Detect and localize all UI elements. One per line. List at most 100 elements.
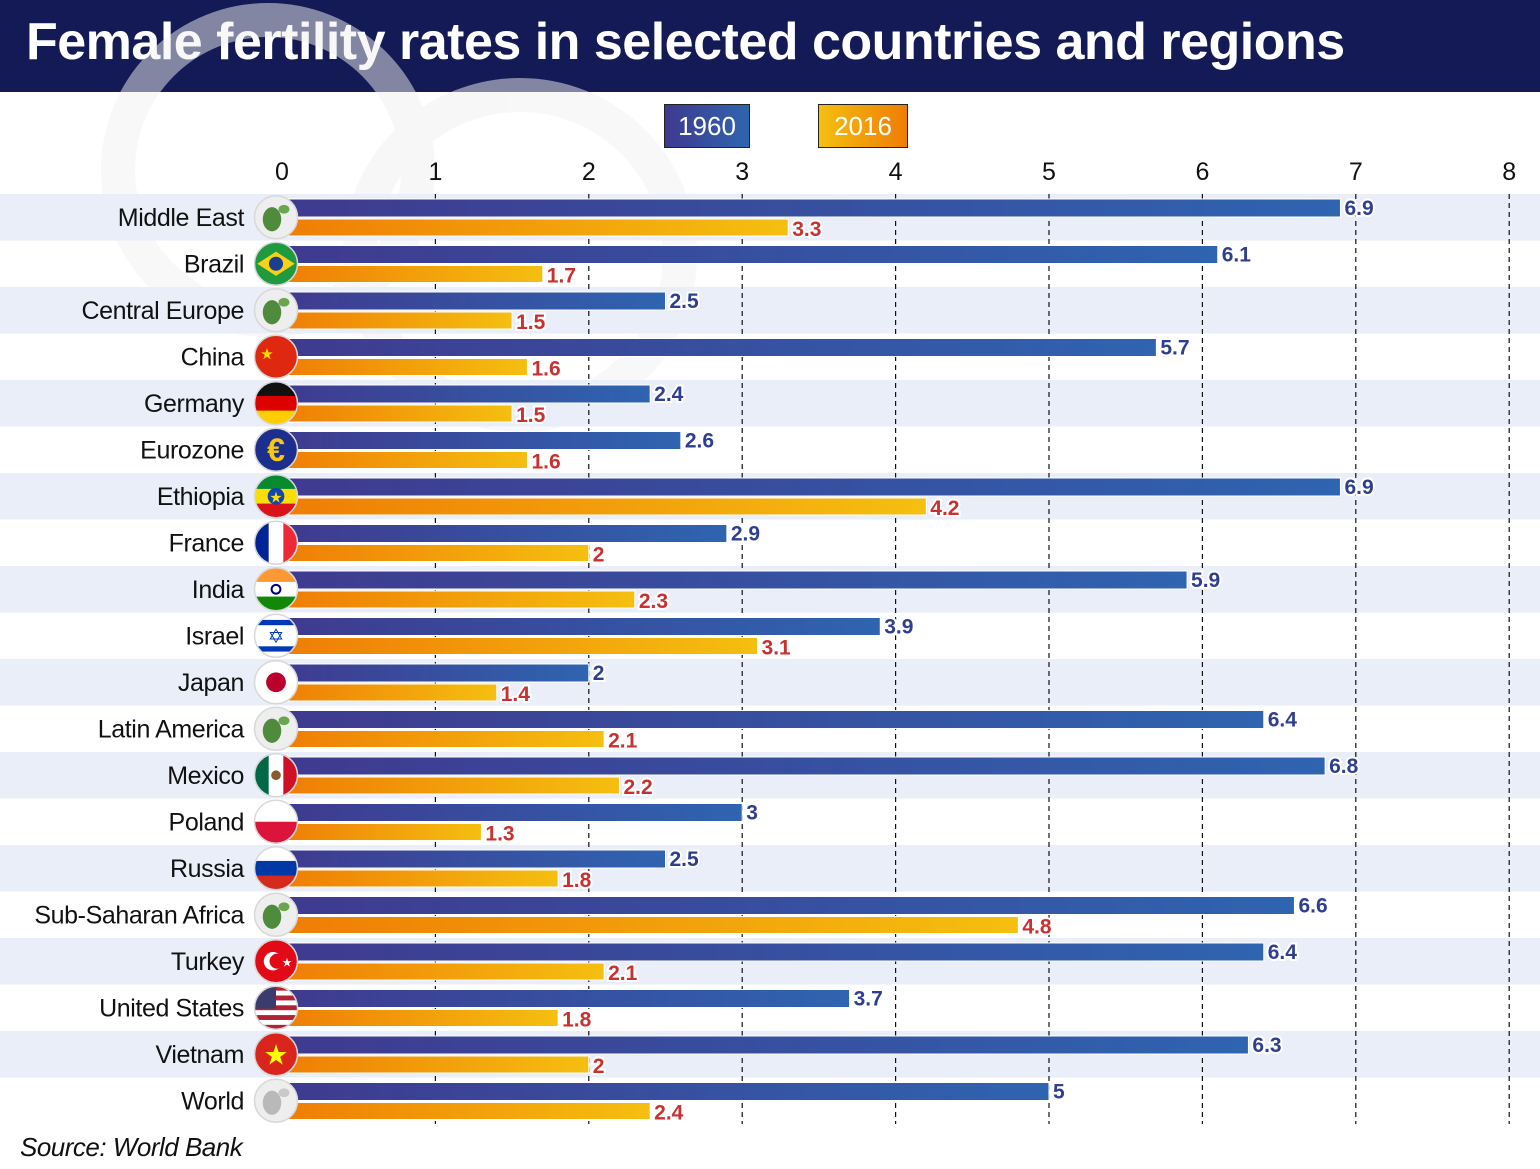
globe-europe-icon [253, 288, 299, 333]
bar-2016 [281, 451, 528, 469]
source-note: Source: World Bank [20, 1132, 243, 1162]
x-tick-label: 0 [275, 158, 289, 186]
bar-1960 [281, 245, 1219, 264]
category-label: Eurozone [140, 437, 244, 465]
bar-1960 [281, 1082, 1050, 1101]
value-label-1960: 2 [593, 662, 605, 685]
value-label-1960: 6.4 [1268, 709, 1298, 732]
value-label-1960: 2.4 [654, 383, 684, 406]
category-label: Brazil [184, 251, 244, 279]
bar-2016 [281, 1102, 651, 1120]
value-label-2016: 1.5 [516, 404, 546, 427]
value-label-2016: 3.1 [762, 637, 792, 660]
value-label-1960: 3 [746, 802, 758, 825]
category-label: World [181, 1088, 244, 1116]
germany-flag-icon [253, 381, 299, 426]
bar-2016 [281, 683, 498, 702]
category-label: Turkey [171, 948, 245, 976]
russia-flag-icon [253, 846, 299, 891]
bar-2016 [281, 1009, 559, 1027]
category-label: Central Europe [81, 297, 244, 325]
category-label: France [169, 530, 244, 558]
bar-2016 [281, 962, 605, 981]
category-label: Germany [144, 390, 245, 418]
poland-flag-icon [253, 799, 299, 844]
china-flag-icon: ★ [253, 334, 299, 379]
value-label-1960: 5 [1053, 1081, 1065, 1104]
x-tick-label: 6 [1195, 158, 1209, 186]
svg-text:✡: ✡ [268, 626, 285, 648]
value-label-2016: 1.8 [562, 1009, 592, 1032]
category-label: Japan [178, 669, 244, 697]
category-label: Ethiopia [157, 483, 245, 511]
svg-text:★: ★ [263, 1039, 288, 1070]
bar-2016 [281, 544, 590, 562]
bar-1960 [281, 617, 881, 636]
bar-2016 [281, 1055, 590, 1074]
bar-2016 [281, 776, 620, 795]
svg-text:★: ★ [282, 955, 293, 969]
x-tick-label: 4 [889, 158, 903, 186]
value-label-1960: 5.9 [1191, 569, 1220, 592]
france-flag-icon [253, 520, 299, 565]
bar-1960 [281, 989, 851, 1008]
bar-1960 [281, 896, 1295, 915]
bar-1960 [281, 524, 728, 543]
value-label-1960: 2.9 [731, 523, 760, 546]
value-label-2016: 2.2 [623, 776, 652, 799]
bar-1960 [281, 1035, 1249, 1055]
bar-2016 [281, 869, 559, 888]
value-label-2016: 1.8 [562, 869, 592, 892]
value-label-1960: 6.1 [1222, 244, 1252, 267]
value-label-2016: 4.8 [1022, 916, 1052, 939]
bar-2016 [281, 497, 927, 516]
globe-world-icon [253, 1078, 299, 1123]
globe-middle-east-icon [253, 195, 299, 240]
value-label-1960: 6.6 [1298, 895, 1327, 918]
x-tick-label: 1 [428, 158, 442, 186]
value-label-2016: 1.4 [501, 683, 531, 706]
bar-1960 [281, 477, 1341, 497]
value-label-1960: 6.9 [1344, 476, 1373, 499]
value-label-1960: 2.5 [670, 290, 700, 313]
value-label-1960: 2.5 [670, 848, 700, 871]
value-label-2016: 2 [593, 1055, 605, 1078]
category-label: Mexico [167, 762, 244, 790]
category-label: Sub-Saharan Africa [34, 902, 244, 930]
bar-1960 [281, 431, 682, 450]
value-label-2016: 1.5 [516, 311, 546, 334]
bar-2016 [281, 730, 605, 748]
legend-2016: 2016 [818, 104, 908, 148]
bar-1960 [281, 198, 1341, 218]
value-label-2016: 1.6 [531, 358, 560, 381]
globe-latin-america-icon [253, 706, 299, 751]
bar-1960 [281, 942, 1265, 962]
ethiopia-flag-icon: ★ [253, 474, 299, 519]
value-label-2016: 3.3 [792, 218, 821, 241]
value-label-2016: 4.2 [930, 497, 959, 520]
bar-1960 [281, 291, 666, 311]
value-label-1960: 5.7 [1160, 337, 1189, 360]
svg-text:€: € [267, 432, 285, 468]
bar-2016 [281, 265, 544, 283]
x-tick-label: 7 [1349, 158, 1363, 186]
value-label-2016: 2.3 [639, 590, 668, 613]
bar-2016 [281, 590, 636, 609]
category-label: Israel [185, 623, 244, 651]
euro-icon: € [253, 427, 299, 472]
x-tick-label: 2 [582, 158, 596, 186]
value-label-2016: 2 [593, 544, 605, 567]
value-label-1960: 3.7 [854, 988, 883, 1011]
category-label: Middle East [118, 204, 245, 232]
category-label: United States [99, 995, 244, 1023]
value-label-1960: 6.3 [1252, 1034, 1281, 1057]
bar-2016 [281, 311, 513, 330]
value-label-2016: 1.6 [531, 451, 560, 474]
mexico-flag-icon [253, 753, 299, 798]
japan-flag-icon [253, 660, 299, 705]
bar-1960 [281, 338, 1157, 357]
category-label: China [181, 344, 245, 372]
value-label-2016: 2.1 [608, 730, 638, 753]
value-label-2016: 1.7 [547, 265, 576, 288]
value-label-1960: 6.9 [1344, 197, 1373, 220]
